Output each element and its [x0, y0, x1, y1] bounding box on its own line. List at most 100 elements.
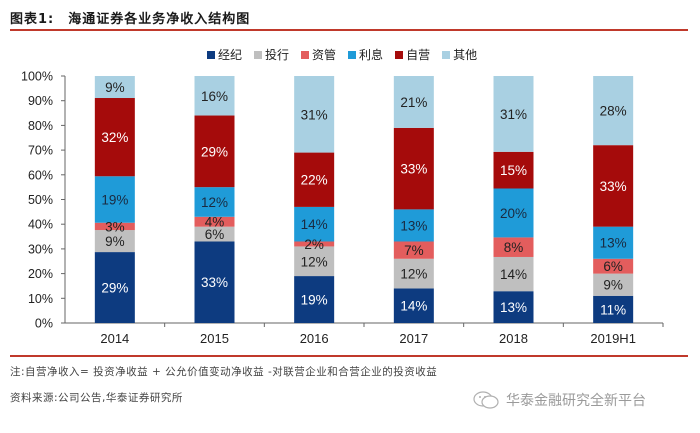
- data-label: 9%: [105, 234, 125, 249]
- bar-segment: [294, 276, 335, 323]
- data-label: 12%: [301, 254, 328, 269]
- wechat-icon: [473, 391, 499, 409]
- legend-item-proprietary: 自营: [395, 46, 430, 63]
- figure-number: 图表1:: [10, 12, 55, 27]
- y-tick-label: 50%: [28, 193, 53, 207]
- y-tick-label: 100%: [21, 70, 53, 84]
- bar-segment: [393, 258, 434, 289]
- x-tick-label: 2016: [300, 331, 329, 346]
- y-tick-label: 10%: [28, 292, 53, 306]
- bar-segment: [593, 258, 634, 274]
- bar-segment: [194, 226, 235, 242]
- bar-segment: [493, 256, 534, 292]
- data-label: 19%: [301, 293, 328, 308]
- source-note: 资料来源:公司公告,华泰证券研究所: [10, 392, 183, 404]
- title-divider: [10, 29, 688, 31]
- data-label: 3%: [105, 219, 125, 234]
- data-label: 14%: [301, 217, 328, 232]
- legend-item-brokerage: 经纪: [207, 46, 242, 63]
- data-label: 22%: [301, 173, 328, 188]
- data-label: 29%: [101, 281, 128, 296]
- y-tick-label: 0%: [35, 317, 53, 331]
- bar-segment: [393, 209, 434, 242]
- bar-segment: [593, 226, 634, 259]
- bar-segment: [94, 230, 135, 253]
- x-tick-label: 2019H1: [590, 331, 636, 346]
- bar-segment: [194, 241, 235, 323]
- y-tick-label: 90%: [28, 94, 53, 108]
- data-labels: 29%9%3%19%32%9%33%6%4%12%29%16%19%12%2%1…: [101, 80, 626, 317]
- bar-segment: [294, 241, 335, 247]
- footnote: 注:自营净收入= 投资净收益 + 公允价值变动净收益 -对联营企业和合营企业的投…: [10, 366, 438, 378]
- data-label: 14%: [400, 299, 427, 314]
- bar-segment: [493, 188, 534, 238]
- bar-segment: [593, 273, 634, 296]
- data-label: 33%: [400, 162, 427, 177]
- legend-label: 其他: [453, 48, 478, 62]
- data-label: 19%: [101, 193, 128, 208]
- data-label: 32%: [101, 130, 128, 145]
- bar-segment: [94, 222, 135, 231]
- footer-divider: [10, 355, 688, 357]
- watermark: 华泰金融研究全新平台: [472, 390, 646, 410]
- bar-segment: [593, 76, 634, 146]
- legend-label: 资管: [312, 48, 337, 62]
- legend-swatch: [442, 50, 451, 59]
- bar-segment: [593, 145, 634, 227]
- data-label: 4%: [205, 215, 225, 230]
- bars: [94, 76, 634, 323]
- bar-segment: [94, 98, 135, 177]
- data-label: 8%: [504, 240, 524, 255]
- figure-title-text: 海通证券各业务净收入结构图: [68, 12, 251, 27]
- data-label: 33%: [600, 179, 627, 194]
- bar-segment: [194, 76, 235, 116]
- y-tick-label: 20%: [28, 267, 53, 281]
- bar-segment: [294, 246, 335, 277]
- data-label: 20%: [500, 206, 527, 221]
- legend-swatch: [207, 50, 215, 59]
- x-tick-label: 2017: [399, 331, 428, 346]
- bar-segment: [194, 115, 235, 188]
- legend-item-ib: 投行: [254, 46, 289, 63]
- chart-legend: 经纪 投行 资管 利息 自营 其他: [207, 46, 477, 63]
- y-tick-label: 40%: [28, 218, 53, 232]
- x-tick-label: 2014: [100, 331, 129, 346]
- legend-item-am: 资管: [301, 46, 336, 63]
- legend-item-other: 其他: [442, 46, 477, 63]
- data-label: 11%: [600, 302, 626, 317]
- bar-segment: [393, 76, 434, 128]
- legend-label: 利息: [359, 48, 384, 62]
- bar-segment: [94, 76, 135, 99]
- bar-segment: [493, 151, 534, 189]
- data-label: 13%: [500, 300, 527, 315]
- data-label: 12%: [201, 195, 228, 210]
- bar-segment: [194, 187, 235, 217]
- bar-segment: [393, 288, 434, 323]
- y-tick-label: 80%: [28, 119, 53, 133]
- data-label: 9%: [603, 278, 623, 293]
- bar-segment: [593, 295, 634, 323]
- legend-swatch: [395, 50, 404, 59]
- legend-label: 投行: [265, 48, 290, 62]
- bar-segment: [493, 291, 534, 323]
- bar-segment: [493, 237, 534, 257]
- data-label: 2%: [304, 237, 324, 252]
- data-label: 31%: [301, 107, 328, 122]
- data-label: 31%: [500, 107, 527, 122]
- data-label: 6%: [205, 227, 225, 242]
- figure-title: 图表1: 海通证券各业务净收入结构图: [10, 8, 250, 27]
- watermark-text: 华泰金融研究全新平台: [506, 393, 646, 409]
- data-label: 21%: [400, 95, 427, 110]
- axes: 0% 10% 20% 30% 40% 50% 60% 70% 80% 90% 100% 2014 201…: [21, 70, 664, 346]
- bar-segment: [393, 241, 434, 259]
- legend-label: 自营: [406, 48, 431, 62]
- x-tick-label: 2015: [200, 331, 229, 346]
- bar-segment: [294, 76, 335, 153]
- legend-item-interest: 利息: [348, 46, 383, 63]
- legend-swatch: [348, 50, 357, 59]
- x-tick-label: 2018: [499, 331, 528, 346]
- y-tick-label: 60%: [28, 168, 53, 182]
- data-label: 33%: [201, 275, 228, 290]
- bar-segment: [493, 76, 534, 152]
